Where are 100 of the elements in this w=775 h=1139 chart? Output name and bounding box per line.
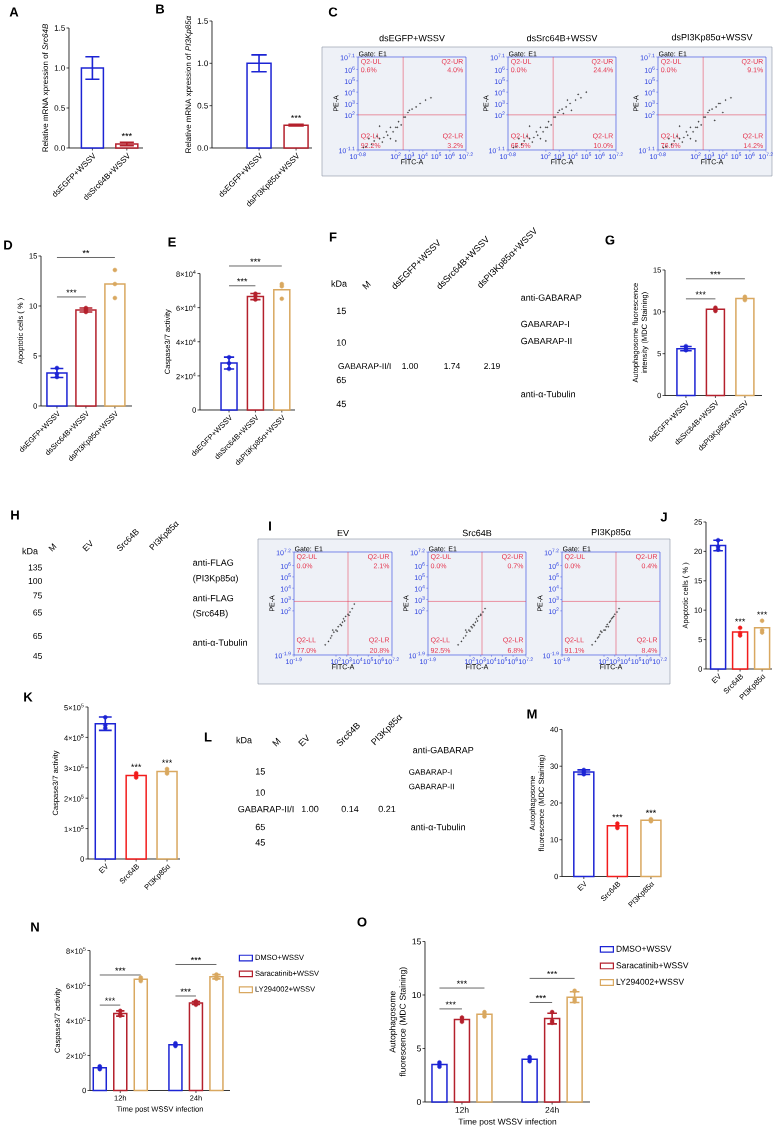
text: ** <box>82 250 90 254</box>
chart-subtitle: dsEGFP+WSSV <box>379 34 445 42</box>
text: 1.00 <box>402 362 418 369</box>
text: GABARAP-II <box>409 783 454 790</box>
annotation: *** <box>734 618 746 622</box>
annotation: *** <box>237 278 248 282</box>
chart-title: O <box>357 917 367 927</box>
legend-label: LY294002+WSSV <box>616 978 685 985</box>
annotation: *** <box>645 809 657 813</box>
chart-title: C <box>328 7 338 17</box>
text: anti-GABARAP <box>521 294 582 301</box>
chart-title: G <box>605 235 615 245</box>
text: 65 <box>255 823 265 831</box>
annotation: *** <box>456 980 468 984</box>
y-tick-label: 15 <box>412 938 421 945</box>
chart-subtitle: PI3Kp85α <box>591 528 631 538</box>
y-tick-label: 0.5 <box>197 102 208 109</box>
annotation: *** <box>131 763 142 768</box>
y-tick-label: 1.0 <box>197 60 208 67</box>
text: 15 <box>255 768 265 775</box>
text: GABARAP-II/I <box>338 362 391 370</box>
annotation: *** <box>710 271 721 275</box>
chart-title: E <box>168 237 176 247</box>
y-tick-label: 1.5 <box>54 25 65 31</box>
text: GABARAP-I <box>521 320 569 328</box>
text: 45 <box>33 653 42 659</box>
text: 0.14 <box>341 805 359 813</box>
y-axis-title: Relative mRNA xpression of PI3Kp85α <box>185 15 193 153</box>
chart-title: I <box>269 521 271 531</box>
text: F <box>329 232 337 242</box>
y-tick-label: 1.0 <box>54 65 65 71</box>
y-tick-label: 0 <box>416 1098 421 1105</box>
y-tick-label: 1.5 <box>197 18 208 24</box>
annotation: *** <box>695 291 706 295</box>
text: anti-FLAG <box>193 559 234 566</box>
annotation: *** <box>445 1001 456 1005</box>
text: 10 <box>255 789 265 796</box>
text: L <box>204 732 212 742</box>
text: 135 <box>28 564 42 571</box>
annotation: *** <box>290 114 302 119</box>
text: M <box>362 280 371 290</box>
text: kDa <box>331 280 347 287</box>
text: *** <box>250 258 261 262</box>
text: kDa <box>22 547 38 555</box>
y-tick-label: 0.0 <box>197 145 208 151</box>
x-axis-title: Time post WSSV infection <box>458 1118 557 1127</box>
y-axis-title: Autophagosome fluorescence (MDC Staining) <box>389 967 408 1077</box>
text: 65 <box>33 632 42 639</box>
text: 45 <box>336 400 346 408</box>
text: GABARAP-II/I <box>238 805 294 813</box>
annotation: *** <box>121 133 132 137</box>
text: (PI3Kp85α) <box>193 574 238 584</box>
text: 1.00 <box>301 805 319 813</box>
chart-title: B <box>156 4 165 14</box>
text: anti-α-Tubulin <box>521 390 575 398</box>
text: 100 <box>28 577 42 584</box>
text: EV <box>298 734 309 747</box>
text: 0.21 <box>378 805 396 813</box>
chart-title: M <box>527 709 537 719</box>
text: 65 <box>336 376 346 384</box>
x-tick-label: 24h <box>545 1106 559 1113</box>
x-tick-label: 12h <box>455 1106 469 1113</box>
chart-subtitle: Src64B <box>462 529 492 537</box>
text: (Src64B) <box>193 609 228 619</box>
text: GABARAP-II <box>521 337 572 345</box>
chart-title: D <box>4 240 13 250</box>
text: 2.19 <box>484 362 500 369</box>
y-axis-title: Relative mRNA xpression of Src64B <box>42 24 50 152</box>
annotation: *** <box>190 957 202 961</box>
y-tick-label: 0.0 <box>54 145 65 151</box>
text: kDa <box>236 736 252 744</box>
text: 65 <box>33 609 42 616</box>
annotation: *** <box>161 759 173 763</box>
text: EV <box>82 539 93 552</box>
chart-subtitle: EV <box>337 529 349 537</box>
y-tick-label: 10 <box>412 991 421 998</box>
chart-title: A <box>9 7 19 17</box>
annotation: *** <box>104 997 116 1001</box>
text: anti-α-Tubulin <box>193 639 247 646</box>
y-tick-label: 5 <box>416 1045 421 1052</box>
annotation: *** <box>612 814 623 818</box>
text: anti-FLAG <box>193 594 234 602</box>
annotation: *** <box>180 988 191 992</box>
chart-title: J <box>660 512 667 522</box>
text: M <box>48 543 57 552</box>
chart-subtitle: dsPI3Kp85α+WSSV <box>671 33 753 43</box>
text: M <box>272 737 281 747</box>
legend-label: Saracatinib+WSSV <box>616 962 689 969</box>
chart-subtitle: dsSrc64B+WSSV <box>526 34 598 42</box>
text: 1.74 <box>444 363 461 369</box>
annotation: *** <box>115 967 126 971</box>
text: GABARAP-I <box>409 769 452 775</box>
chart-title: N <box>31 922 39 932</box>
text: 45 <box>255 839 265 846</box>
chart-title: K <box>24 692 33 702</box>
legend-label: DMSO+WSSV <box>616 945 672 952</box>
y-tick-label: 0.5 <box>54 105 65 111</box>
text: anti-GABARAP <box>413 746 474 754</box>
annotation: *** <box>66 289 77 293</box>
text: 75 <box>33 592 42 599</box>
